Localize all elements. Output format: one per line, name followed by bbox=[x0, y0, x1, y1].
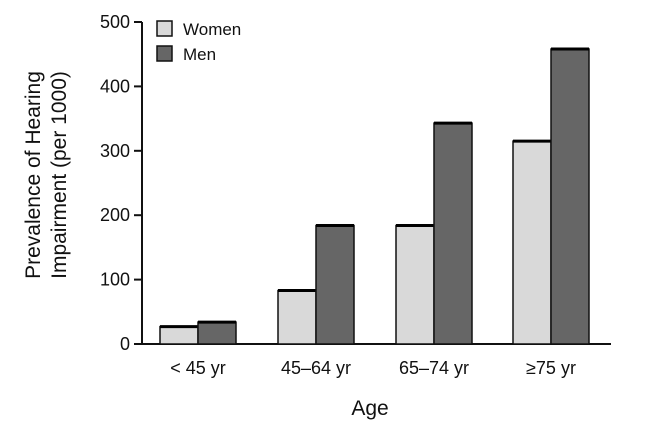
bar-men-3 bbox=[550, 48, 590, 345]
bar-men-0 bbox=[197, 321, 237, 345]
bar-men-2 bbox=[433, 122, 473, 345]
y-tick-label: 100 bbox=[100, 270, 130, 290]
bars bbox=[159, 47, 590, 345]
y-axis-title-line-2: Impairment (per 1000) bbox=[48, 71, 71, 279]
bar-men-1 bbox=[315, 224, 355, 345]
y-axis-title-line-1: Prevalence of Hearing bbox=[22, 71, 45, 279]
x-tick-label: ≥75 yr bbox=[526, 358, 576, 378]
y-tick-label: 500 bbox=[100, 12, 130, 32]
legend: Women Men bbox=[156, 20, 241, 64]
bar-women-3 bbox=[512, 140, 552, 345]
legend-swatch-women bbox=[156, 20, 173, 37]
bar-women-1 bbox=[277, 289, 317, 345]
legend-label-men: Men bbox=[183, 45, 216, 64]
legend-swatch-men bbox=[156, 45, 173, 62]
x-tick-label: 45–64 yr bbox=[281, 358, 351, 378]
y-ticks: 0 100 200 300 400 500 bbox=[100, 12, 142, 354]
x-axis-title: Age bbox=[351, 397, 388, 420]
y-axis-title: Prevalence of Hearing Impairment (per 10… bbox=[22, 71, 71, 279]
y-tick-label: 200 bbox=[100, 205, 130, 225]
y-tick-label: 300 bbox=[100, 141, 130, 161]
y-tick-label: 400 bbox=[100, 76, 130, 96]
x-tick-label: < 45 yr bbox=[170, 358, 226, 378]
y-tick-label: 0 bbox=[120, 334, 130, 354]
bar-women-0 bbox=[159, 325, 199, 345]
bar-women-2 bbox=[395, 224, 435, 345]
legend-label-women: Women bbox=[183, 20, 241, 39]
x-tick-label: 65–74 yr bbox=[399, 358, 469, 378]
x-ticks: < 45 yr 45–64 yr 65–74 yr ≥75 yr bbox=[170, 358, 576, 378]
